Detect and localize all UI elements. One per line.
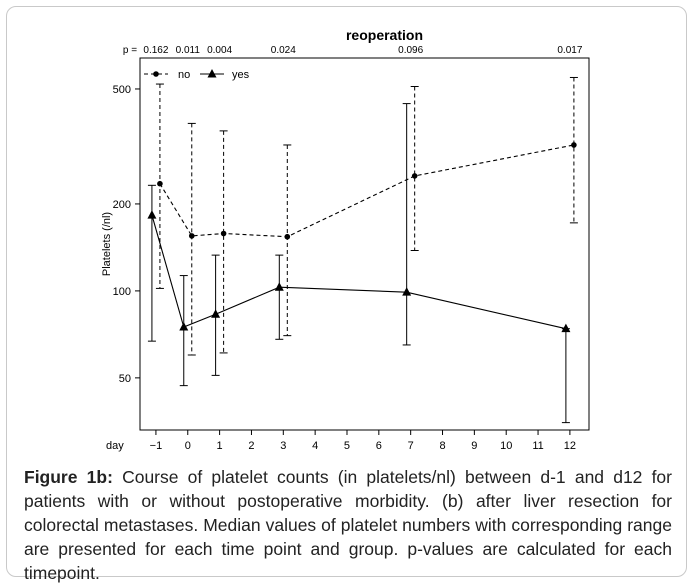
point-no-5 — [571, 142, 577, 148]
x-tick-label-10: 9 — [471, 440, 477, 452]
x-tick-label-11: 10 — [500, 440, 512, 452]
p-label: p = — [123, 45, 137, 56]
x-tick-label-6: 5 — [344, 440, 350, 452]
point-yes-2 — [211, 309, 221, 318]
p-value-1: 0.011 — [176, 45, 201, 56]
point-yes-3 — [274, 282, 284, 291]
x-tick-label-7: 6 — [376, 440, 382, 452]
legend-marker-yes — [207, 69, 217, 78]
legend-label-yes: yes — [232, 69, 250, 81]
point-no-1 — [188, 233, 195, 239]
x-tick-label-0: −1 — [150, 440, 163, 452]
series-line-yes — [151, 214, 567, 330]
x-tick-label-1: 0 — [185, 440, 191, 452]
point-no-0 — [157, 180, 163, 187]
p-value-2: 0.004 — [207, 45, 232, 56]
x-tick-label-4: 3 — [280, 440, 286, 452]
point-no-3 — [284, 233, 291, 240]
figure-caption: Figure 1b: Course of platelet counts (in… — [24, 465, 672, 585]
y-tick-label-200: 200 — [113, 199, 131, 211]
x-tick-label-3: 2 — [248, 440, 254, 452]
x-tick-label-8: 7 — [408, 440, 414, 452]
x-tick-label-13: 12 — [564, 440, 576, 452]
legend-marker-no — [153, 71, 159, 77]
p-value-5: 0.017 — [557, 45, 582, 56]
point-no-4 — [411, 173, 418, 179]
p-value-4: 0.096 — [398, 45, 423, 56]
caption-text: Course of platelet counts (in platelets/… — [24, 467, 672, 583]
y-tick-label-500: 500 — [113, 84, 131, 96]
chart-title: reoperation — [346, 27, 423, 43]
point-no-2 — [220, 230, 227, 237]
y-tick-label-100: 100 — [113, 286, 131, 298]
platelet-chart: reoperation p = 0.162 0.011 0.004 0.024 0.096 0… — [101, 27, 590, 452]
caption-label: Figure 1b: — [24, 467, 113, 487]
x-tick-label-9: 8 — [439, 440, 445, 452]
y-axis-label: Platelets (/nl) — [101, 212, 113, 276]
p-value-0: 0.162 — [143, 45, 168, 56]
legend-label-no: no — [178, 69, 190, 81]
plot-frame — [139, 57, 590, 431]
x-tick-label-2: 1 — [217, 440, 223, 452]
y-tick-label-50: 50 — [119, 373, 131, 385]
p-value-3: 0.024 — [271, 45, 296, 56]
x-tick-label-5: 4 — [312, 440, 318, 452]
series-line-no — [159, 144, 574, 238]
point-yes-5 — [561, 323, 571, 333]
point-yes-1 — [179, 321, 189, 331]
point-yes-4 — [402, 287, 412, 296]
x-axis-label: day — [106, 440, 124, 452]
point-yes-0 — [147, 210, 157, 219]
x-tick-label-12: 11 — [532, 440, 543, 452]
